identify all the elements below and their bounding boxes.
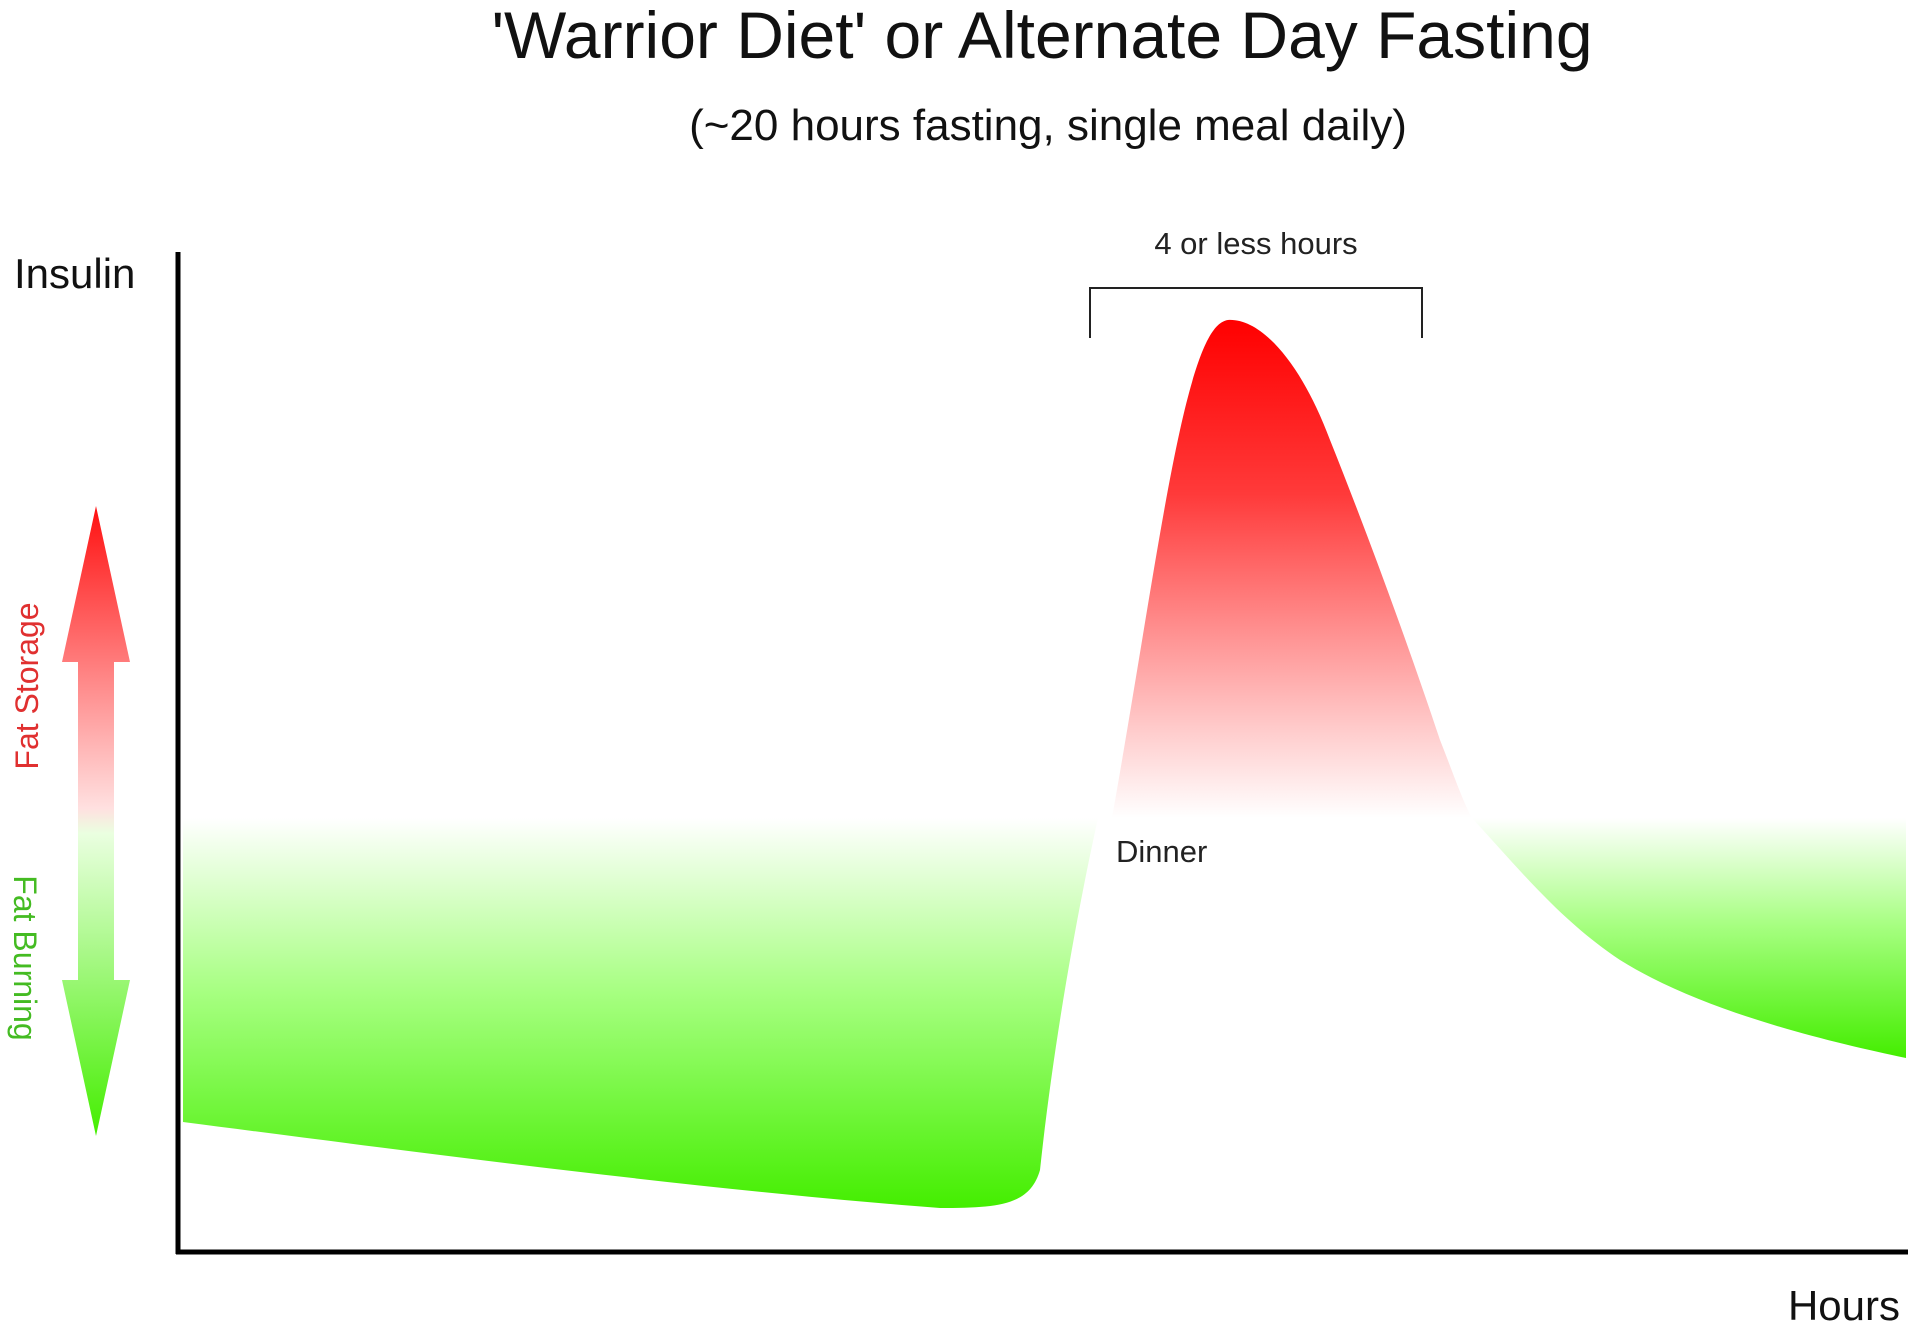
fat-storage-label: Fat Storage	[9, 602, 45, 769]
fat-storage-peak	[1112, 319, 1472, 818]
fat-burning-region-right	[1472, 818, 1906, 1058]
dinner-label: Dinner	[1116, 834, 1207, 869]
chart-subtitle: (~20 hours fasting, single meal daily)	[689, 101, 1407, 150]
fat-burning-label: Fat Burning	[7, 875, 43, 1040]
y-axis-label: Insulin	[14, 250, 135, 297]
storage-burning-arrow	[62, 506, 130, 1136]
bracket-label: 4 or less hours	[1154, 226, 1357, 261]
fat-burning-region-left	[183, 818, 1098, 1208]
chart-title: 'Warrior Diet' or Alternate Day Fasting	[491, 0, 1592, 72]
x-axis-label: Hours	[1788, 1282, 1900, 1329]
meal-window-bracket	[1089, 287, 1423, 338]
